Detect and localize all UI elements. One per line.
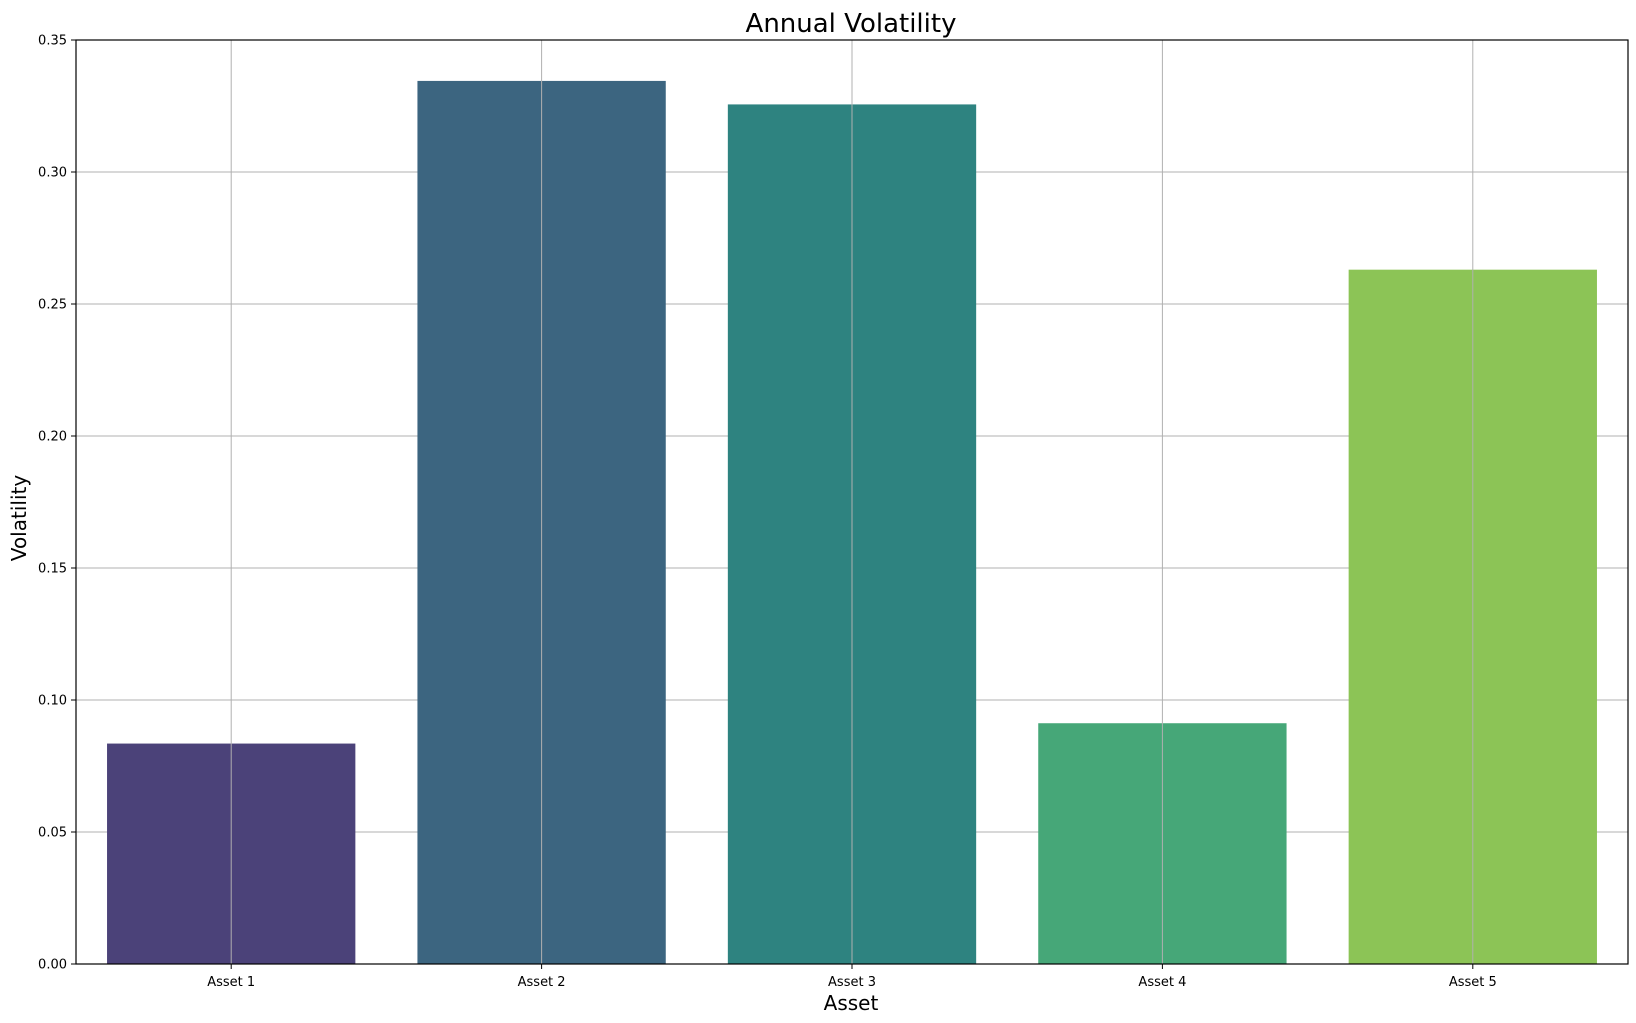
x-axis-label: Asset bbox=[824, 991, 879, 1015]
y-tick-label: 0.15 bbox=[38, 562, 67, 577]
chart-title: Annual Volatility bbox=[746, 9, 957, 39]
x-tick-label: Asset 1 bbox=[207, 975, 255, 990]
y-tick-label: 0.20 bbox=[38, 430, 67, 445]
y-tick-label: 0.10 bbox=[38, 694, 67, 709]
y-axis-ticks: 0.00 0.05 0.10 0.15 0.20 0.25 0.30 0.35 bbox=[38, 34, 76, 973]
y-tick-label: 0.25 bbox=[38, 298, 67, 313]
y-axis-label: Volatility bbox=[7, 475, 31, 562]
x-tick-label: Asset 3 bbox=[828, 975, 876, 990]
x-tick-label: Asset 5 bbox=[1449, 975, 1497, 990]
y-tick-label: 0.35 bbox=[38, 34, 67, 49]
y-tick-label: 0.00 bbox=[38, 958, 67, 973]
y-tick-label: 0.30 bbox=[38, 166, 67, 181]
x-axis-ticks: Asset 1 Asset 2 Asset 3 Asset 4 Asset 5 bbox=[207, 964, 1497, 990]
x-tick-label: Asset 2 bbox=[518, 975, 566, 990]
y-tick-label: 0.05 bbox=[38, 826, 67, 841]
vertical-grid bbox=[230, 40, 1474, 964]
x-tick-label: Asset 4 bbox=[1138, 975, 1186, 990]
